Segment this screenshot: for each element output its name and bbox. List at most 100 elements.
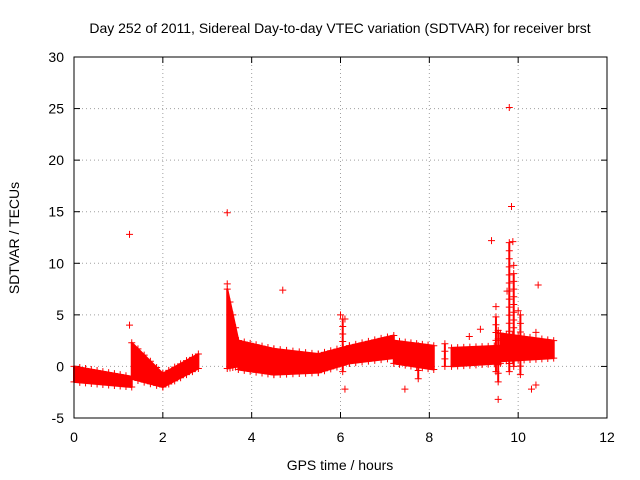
band-edge-point <box>122 383 130 391</box>
band-edge-point <box>520 356 528 364</box>
data-point <box>401 385 409 393</box>
band-edge-point <box>258 342 266 350</box>
data-point <box>532 381 540 389</box>
band-edge-point <box>270 371 278 379</box>
spike-point <box>414 350 422 358</box>
spike-point <box>505 311 513 319</box>
band-edge-point <box>314 369 322 377</box>
spike-point <box>441 347 449 355</box>
band-edge-point <box>153 381 161 389</box>
spike-point <box>494 369 502 377</box>
band-edge-point <box>76 378 84 386</box>
band-edge-point <box>128 339 136 347</box>
x-tick-label: 4 <box>248 429 256 445</box>
band-edge-point <box>140 378 148 386</box>
band-edge-point <box>377 334 385 342</box>
spike-point <box>414 342 422 350</box>
band-edge-point <box>246 339 254 347</box>
spike-point <box>505 263 513 271</box>
band-edge-point <box>240 338 248 346</box>
spike-point <box>510 355 518 363</box>
data-point <box>494 395 502 403</box>
y-tick-label: 5 <box>56 307 64 323</box>
band-edge-point <box>116 371 124 379</box>
data-point <box>476 325 484 333</box>
spike-point <box>510 324 518 332</box>
band-edge-point <box>321 367 329 375</box>
spike-point <box>510 308 518 316</box>
band-edge-point <box>105 369 113 377</box>
data-point <box>510 261 518 269</box>
spike-point <box>510 316 518 324</box>
band-edge-point <box>345 342 353 350</box>
band-edge-point <box>289 370 297 378</box>
spike-point <box>510 331 518 339</box>
band-edge-point <box>371 356 379 364</box>
band-edge-point <box>396 337 404 345</box>
x-axis-label: GPS time / hours <box>287 457 394 473</box>
data-point <box>505 104 513 112</box>
spike-point <box>516 362 524 370</box>
spike-point <box>494 352 502 360</box>
band-edge-point <box>76 363 84 371</box>
spike-point <box>505 279 513 287</box>
band-edge-point <box>177 360 185 368</box>
band-edge-point <box>327 347 335 355</box>
data-point <box>492 303 500 311</box>
band-edge-point <box>87 366 95 374</box>
band-edge-point <box>99 380 107 388</box>
band-edge-point <box>234 337 242 345</box>
band-edge-point <box>308 369 316 377</box>
spike-point <box>414 358 422 366</box>
band-edge-point <box>283 346 291 354</box>
spike-point <box>510 362 518 370</box>
axis-ticks: 0 2 4 6 8 10 12 -5 0 5 10 15 20 25 30 <box>48 49 615 445</box>
band-edge-point <box>302 369 310 377</box>
data-points <box>70 104 558 403</box>
band-edge-point <box>134 376 142 384</box>
data-point <box>503 287 511 295</box>
x-tick-label: 2 <box>159 429 167 445</box>
band-edge-point <box>538 355 546 363</box>
band-edge-point <box>87 379 95 387</box>
band-edge-point <box>401 338 409 346</box>
band-edge-point <box>352 340 360 348</box>
band-edge-point <box>484 360 492 368</box>
band-edge-point <box>116 382 124 390</box>
band-edge-point <box>146 357 154 365</box>
band-edge-point <box>345 359 353 367</box>
band-edge-point <box>194 364 202 372</box>
band-edge-point <box>454 362 462 370</box>
x-tick-label: 8 <box>425 429 433 445</box>
band-edge-point <box>171 363 179 371</box>
band-edge-point <box>377 356 385 364</box>
band-edge-point <box>234 366 242 374</box>
band-edge-point <box>364 337 372 345</box>
y-tick-label: 30 <box>48 49 64 65</box>
band-edge-point <box>134 345 142 353</box>
spike-point <box>494 326 502 334</box>
data-point <box>514 307 522 315</box>
band-edge-point <box>146 380 154 388</box>
band-edge-point <box>93 380 101 388</box>
spike-point <box>414 367 422 375</box>
x-tick-label: 0 <box>70 429 78 445</box>
band-edge-point <box>183 357 191 365</box>
band-edge-point <box>302 349 310 357</box>
band-edge-point <box>327 365 335 373</box>
band-edge-point <box>188 353 196 361</box>
band-edge-point <box>232 324 240 332</box>
y-tick-label: 10 <box>48 255 64 271</box>
band-edge-point <box>276 370 284 378</box>
spike-point <box>339 345 347 353</box>
band-edge-point <box>472 361 480 369</box>
band-edge-point <box>424 341 432 349</box>
y-axis-label: SDTVAR / TECUs <box>6 182 22 294</box>
band-edge-point <box>283 370 291 378</box>
spike-point <box>516 328 524 336</box>
spike-point <box>505 351 513 359</box>
band-edge-point <box>383 355 391 363</box>
band-edge-point <box>430 366 438 374</box>
spike-point <box>516 336 524 344</box>
